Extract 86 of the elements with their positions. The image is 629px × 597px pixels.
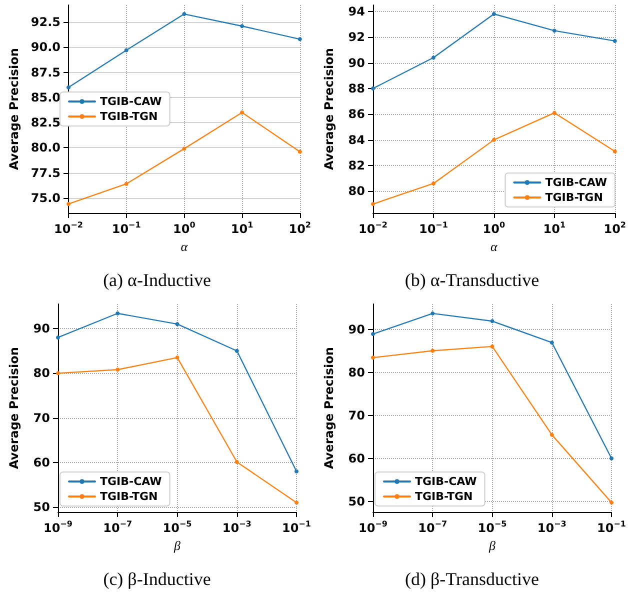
point [116, 368, 120, 372]
y-tick-label: 87.5 [30, 65, 61, 80]
text: (d) β-Transductive [405, 569, 539, 589]
y-tick-label: 60 [348, 451, 365, 466]
y-tick-label: 60 [33, 455, 50, 470]
y-axis-title: Average Precision [322, 48, 336, 170]
legend-label: TGIB-CAW [100, 95, 162, 108]
y-tick-label: 50 [33, 500, 50, 514]
y-tick-label: 80 [33, 366, 50, 380]
point [294, 469, 299, 474]
point [612, 38, 617, 43]
point [56, 371, 60, 376]
point [490, 319, 494, 324]
point [240, 110, 244, 115]
legend-label: TGIB-CAW [545, 176, 608, 189]
point [371, 202, 375, 206]
y-tick-label: 90 [348, 322, 365, 337]
y-tick-label: 50 [348, 494, 365, 508]
y-axis-title: Average Precision [322, 347, 336, 469]
x-axis-title: β [173, 538, 182, 553]
y-tick-label: 90 [348, 56, 365, 70]
point [298, 37, 302, 42]
y-axis-title: Average Precision [7, 48, 21, 170]
legend-label: TGIB-CAW [415, 475, 477, 488]
point [234, 460, 239, 464]
legend-label: TGIB-TGN [100, 110, 158, 123]
point [175, 322, 180, 326]
y-tick-label: 85.0 [30, 90, 61, 104]
point [371, 356, 375, 360]
y-tick-label: 84 [348, 132, 365, 147]
y-axis-title: Average Precision [7, 347, 21, 469]
point [116, 311, 120, 316]
point [294, 500, 299, 505]
point [430, 311, 435, 316]
text: (b) α-Transductive [404, 270, 540, 290]
point [240, 24, 244, 28]
point [298, 150, 302, 154]
x-axis-title: α [180, 238, 189, 254]
y-tick-label: 90 [33, 322, 50, 336]
point [550, 432, 554, 437]
y-tick-label: 86 [348, 107, 365, 122]
point [371, 332, 375, 336]
point [550, 340, 554, 345]
point [124, 182, 128, 186]
y-tick-label: 77.5 [30, 166, 61, 180]
text: (a) α-Inductive [103, 270, 211, 290]
x-axis-title: β [488, 538, 496, 553]
point [610, 500, 614, 505]
point [56, 335, 60, 340]
text: (c) β-Inductive [103, 569, 211, 589]
y-tick-label: 70 [348, 408, 365, 423]
y-tick-label: 80 [348, 366, 365, 380]
y-tick-label: 80.0 [30, 140, 61, 155]
point [371, 86, 375, 90]
point [431, 181, 436, 186]
legend-label: TGIB-CAW [100, 475, 162, 488]
point [430, 348, 435, 353]
y-tick-label: 94 [348, 4, 365, 18]
y-tick-label: 80 [348, 184, 365, 198]
y-tick-label: 92 [348, 30, 365, 44]
point [492, 12, 496, 16]
point [490, 344, 494, 348]
y-tick-label: 82 [348, 158, 365, 172]
point [610, 456, 614, 460]
point [66, 85, 71, 90]
point [552, 110, 556, 115]
point [66, 202, 71, 206]
point [492, 138, 496, 142]
x-axis-title: α [490, 238, 499, 254]
y-tick-label: 88 [348, 81, 365, 96]
y-tick-label: 92.5 [30, 15, 61, 30]
legend-label: TGIB-TGN [415, 490, 473, 503]
y-tick-label: 75.0 [30, 190, 61, 205]
y-tick-label: 70 [33, 410, 50, 425]
point [552, 28, 556, 33]
point [431, 56, 436, 60]
point [612, 149, 617, 154]
legend-label: TGIB-TGN [545, 191, 603, 204]
point [182, 146, 186, 151]
point [234, 348, 239, 353]
legend-label: TGIB-TGN [100, 490, 158, 503]
y-tick-label: 90.0 [30, 40, 61, 54]
point [124, 48, 128, 52]
y-tick-label: 82.5 [30, 116, 61, 130]
point [175, 356, 180, 360]
point [182, 12, 186, 16]
